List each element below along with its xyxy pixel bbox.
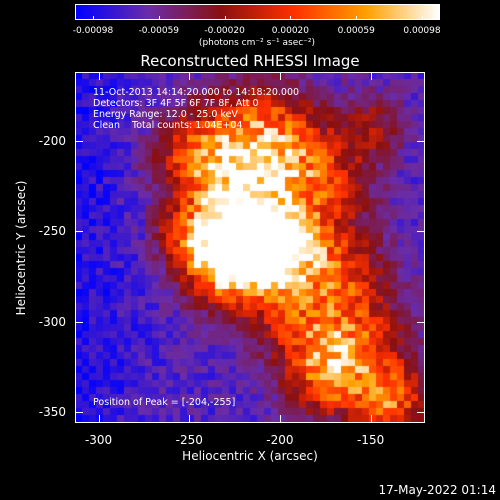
colorbar-units: (photons cm⁻² s⁻¹ asec⁻²) (198, 38, 316, 48)
colorbar-tick (158, 16, 160, 20)
image-title: Reconstructed RHESSI Image (140, 52, 360, 70)
energy-range-label: Energy Range: 12.0 - 25.0 keV (93, 109, 238, 120)
colorbar-tick-label: -0.00020 (204, 26, 245, 36)
y-tick-mark (75, 231, 83, 233)
y-tick-mark (417, 321, 425, 323)
y-tick-mark (75, 140, 83, 142)
colorbar-tick-label: -0.00059 (138, 26, 180, 36)
x-axis-label: Heliocentric X (arcsec) (182, 449, 318, 463)
x-tick-mark (370, 415, 372, 423)
y-tick-label: -350 (38, 405, 66, 420)
x-tick-label: -150 (356, 433, 385, 447)
y-tick-mark (75, 321, 83, 323)
colorbar-tick (224, 16, 226, 20)
colorbar-tick-label: 0.00098 (403, 26, 441, 36)
x-tick-mark (370, 72, 372, 80)
y-tick-mark (417, 412, 425, 414)
x-tick-mark (279, 72, 281, 80)
colorbar (75, 4, 440, 20)
colorbar-tick-label: 0.00059 (337, 26, 375, 36)
x-tick-label: -250 (175, 433, 203, 447)
detectors-label: Detectors: 3F 4F 5F 6F 7F 8F, Att 0 (93, 98, 259, 109)
time-range-label: 11-Oct-2013 14:14:20.000 to 14:18:20.000 (93, 87, 300, 98)
y-tick-label: -300 (38, 314, 66, 329)
x-tick-mark (279, 415, 281, 423)
y-tick-mark (417, 140, 425, 142)
colorbar-tick (356, 16, 358, 20)
colorbar-tick-label: 0.00020 (271, 26, 309, 36)
y-axis-label: Heliocentric Y (arcsec) (14, 180, 28, 316)
rhessi-image (75, 72, 425, 423)
x-tick-label: -300 (84, 433, 113, 447)
x-tick-mark (189, 72, 191, 80)
y-tick-label: -200 (38, 133, 66, 148)
y-tick-mark (417, 231, 425, 233)
colorbar-tick (422, 16, 423, 20)
y-tick-label: -250 (38, 224, 66, 239)
colorbar-tick (290, 16, 292, 20)
colorbar-tick-label: -0.00098 (72, 26, 114, 36)
clean-counts-label: Clean Total counts: 1.04E+04 (93, 120, 243, 131)
x-tick-mark (98, 415, 100, 423)
x-tick-label: -200 (266, 433, 294, 447)
footer-date: 17-May-2022 01:14 (378, 483, 496, 497)
x-tick-mark (189, 415, 191, 423)
x-tick-mark (98, 72, 100, 80)
colorbar-tick (93, 16, 94, 20)
peak-position-label: Position of Peak = [-204,-255] (93, 397, 236, 408)
y-tick-mark (75, 412, 83, 414)
